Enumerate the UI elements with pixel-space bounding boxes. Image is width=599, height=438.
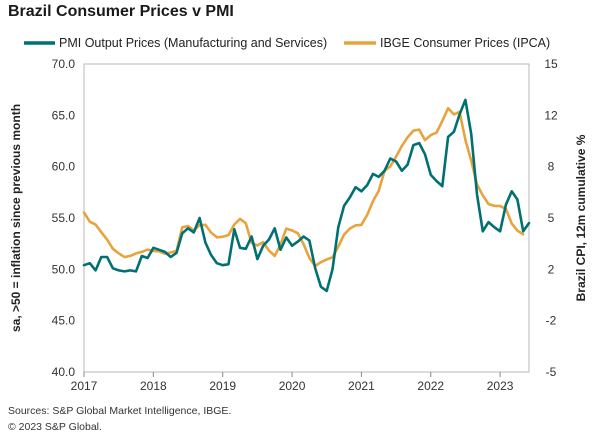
- y-left-tick-label-2: 60.0: [52, 160, 76, 174]
- y-axis-left-title: sa, >50 = inflation since previous month: [9, 104, 23, 332]
- x-tick-label-2: 2019: [209, 379, 236, 393]
- y-left-tick-label-5: 45.0: [52, 314, 76, 328]
- y-right-tick-label-1: 12: [544, 108, 558, 122]
- y-right-tick-label-0: 15: [544, 57, 558, 71]
- y-right-tick-label-3: 5: [548, 211, 555, 225]
- copyright-note: © 2023 S&P Global.: [8, 421, 102, 433]
- axes: 2017 2018 2019 2020 2021 2022 2023 70.0 65.0 60.0…: [52, 57, 558, 393]
- y-right-tick-label-6: -5: [546, 365, 557, 379]
- chart-title: Brazil Consumer Prices v PMI: [8, 3, 234, 20]
- x-tick-label-0: 2017: [71, 379, 98, 393]
- y-right-tick-label-2: 8: [548, 160, 555, 174]
- y-left-tick-label-3: 55.0: [52, 211, 76, 225]
- y-axis-right-title: Brazil CPI, 12m cumulative %: [574, 134, 588, 301]
- x-tick-label-3: 2020: [279, 379, 306, 393]
- x-tick-label-4: 2021: [348, 379, 375, 393]
- series-lines: [82, 98, 531, 293]
- legend-label-pmi: PMI Output Prices (Manufacturing and Ser…: [59, 36, 327, 50]
- y-left-tick-label-4: 50.0: [52, 262, 76, 276]
- x-tick-label-6: 2023: [487, 379, 514, 393]
- x-tick-label-5: 2022: [417, 379, 444, 393]
- y-left-tick-label-6: 40.0: [52, 365, 76, 379]
- series-line-ipca: [82, 106, 525, 268]
- y-right-tick-label-5: -2: [546, 314, 557, 328]
- series-line-pmi: [82, 98, 531, 293]
- legend-label-ipca: IBGE Consumer Prices (IPCA): [380, 36, 550, 50]
- x-tick-label-1: 2018: [140, 379, 167, 393]
- y-left-tick-label-0: 70.0: [52, 57, 76, 71]
- sources-note: Sources: S&P Global Market Intelligence,…: [8, 405, 232, 417]
- plot-area: [83, 63, 530, 373]
- y-right-tick-label-4: 2: [548, 262, 555, 276]
- y-left-tick-label-1: 65.0: [52, 108, 76, 122]
- legend: PMI Output Prices (Manufacturing and Ser…: [24, 36, 550, 50]
